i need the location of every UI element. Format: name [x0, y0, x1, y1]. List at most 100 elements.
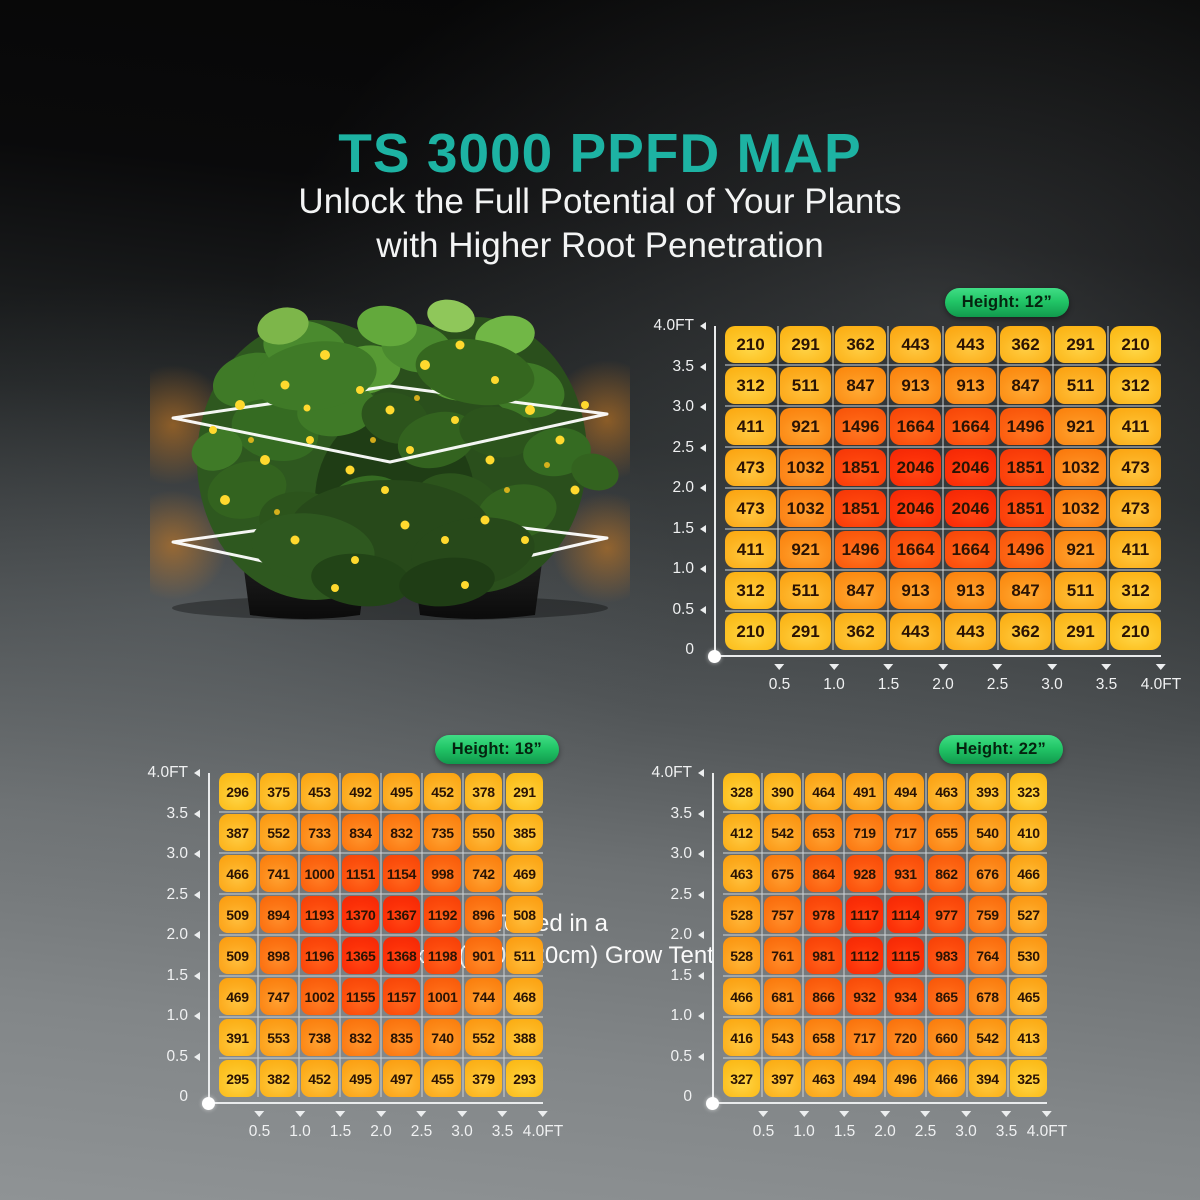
- ppfd-cell: 412: [723, 814, 760, 851]
- ppfd-cell: 720: [887, 1019, 924, 1056]
- ppfd-cell: 528: [723, 896, 760, 933]
- ppfd-cell: 653: [805, 814, 842, 851]
- height-badge-label: Height: 12”: [961, 293, 1052, 311]
- ppfd-cell: 312: [725, 572, 776, 609]
- ppfd-cell: 378: [465, 773, 502, 810]
- y-axis-label: 3.0: [672, 398, 706, 416]
- x-axis: 0.5 1.0 1.5 2.0 2.5 3.0 3.5 4.0FT: [723, 1109, 1067, 1153]
- ppfd-cell: 675: [764, 855, 801, 892]
- x-tick-triangle-icon: [1041, 1111, 1052, 1117]
- ppfd-cell: 1851: [1000, 449, 1051, 486]
- ppfd-cell: 382: [260, 1060, 297, 1097]
- ppfd-cell: 998: [424, 855, 461, 892]
- ppfd-cell: 913: [890, 367, 941, 404]
- ppfd-cell: 744: [465, 978, 502, 1015]
- ppfd-cell: 2046: [890, 449, 941, 486]
- ppfd-cell: 921: [1055, 408, 1106, 445]
- ppfd-cell: 866: [805, 978, 842, 1015]
- ppfd-cell: 375: [260, 773, 297, 810]
- y-axis-label: 3.5: [670, 805, 704, 823]
- x-axis-tick: 1.5: [878, 664, 899, 694]
- ppfd-cell: 511: [780, 367, 831, 404]
- y-tick-triangle-icon: [698, 890, 704, 899]
- ppfd-cell: 1851: [835, 490, 886, 527]
- map-grid: 4.0FT 3.5 3.0 2.5 2.0 1.5 1.0 0.5 0 210 291 362 443 4…: [640, 317, 1161, 663]
- y-axis-label: 2.0: [166, 926, 200, 944]
- plant-illustration: [113, 299, 667, 621]
- subtitle: Unlock the Full Potential of Your Plants…: [0, 180, 1200, 268]
- height-badge-label: Height: 18”: [451, 740, 542, 758]
- ppfd-cell: 210: [1110, 613, 1161, 650]
- ppfd-cell: 443: [890, 613, 941, 650]
- y-tick-triangle-icon: [194, 809, 200, 818]
- ppfd-cell: 913: [945, 367, 996, 404]
- ppfd-cell: 865: [928, 978, 965, 1015]
- x-axis-tick: 1.5: [330, 1111, 351, 1141]
- y-axis-label: 1.5: [166, 967, 200, 985]
- ppfd-cell: 443: [890, 326, 941, 363]
- ppfd-cell: 1664: [890, 408, 941, 445]
- x-axis-tick: 4.0FT: [523, 1111, 563, 1141]
- y-axis: 4.0FT 3.5 3.0 2.5 2.0 1.5 1.0 0.5 0: [138, 764, 208, 1105]
- y-tick-triangle-icon: [194, 1012, 200, 1020]
- ppfd-cell: 528: [723, 937, 760, 974]
- x-axis: 0.5 1.0 1.5 2.0 2.5 3.0 3.5 4.0FT: [219, 1109, 563, 1153]
- ppfd-cell: 934: [887, 978, 924, 1015]
- ppfd-cell: 312: [1110, 572, 1161, 609]
- x-tick-triangle-icon: [335, 1111, 346, 1117]
- heatmap-cells: 210 291 362 443 443 362 291 210 312 511 847 913 913 8…: [725, 326, 1161, 650]
- ppfd-cell: 921: [780, 531, 831, 568]
- y-tick-triangle-icon: [194, 1052, 200, 1061]
- x-tick-triangle-icon: [920, 1111, 931, 1117]
- x-tick-triangle-icon: [829, 664, 839, 670]
- ppfd-cell: 747: [260, 978, 297, 1015]
- ppfd-cell: 473: [1110, 490, 1161, 527]
- ppfd-cell: 511: [1055, 572, 1106, 609]
- ppfd-cell: 1664: [945, 531, 996, 568]
- ppfd-cell: 1664: [945, 408, 996, 445]
- ppfd-cell: 210: [725, 326, 776, 363]
- ppfd-cell: 452: [424, 773, 461, 810]
- ppfd-cell: 468: [506, 978, 543, 1015]
- y-tick-triangle-icon: [698, 850, 704, 858]
- x-tick-triangle-icon: [961, 1111, 971, 1117]
- ppfd-cell: 463: [723, 855, 760, 892]
- x-axis-tick: 3.0: [451, 1111, 473, 1141]
- x-axis-tick: 3.0: [955, 1111, 977, 1141]
- ppfd-cell: 1154: [383, 855, 420, 892]
- ppfd-cell: 466: [928, 1060, 965, 1097]
- y-tick-triangle-icon: [700, 443, 706, 452]
- ppfd-cell: 1192: [424, 896, 461, 933]
- y-tick-triangle-icon: [194, 850, 200, 858]
- ppfd-cell: 1032: [1055, 449, 1106, 486]
- y-axis-label: 0.5: [166, 1048, 200, 1066]
- y-tick-triangle-icon: [700, 362, 706, 371]
- ppfd-cell: 1851: [835, 449, 886, 486]
- ppfd-cell: 1496: [1000, 408, 1051, 445]
- y-axis-label: 2.0: [672, 479, 706, 497]
- ppfd-cell: 463: [928, 773, 965, 810]
- x-axis-tick: 0.5: [753, 1111, 774, 1141]
- ppfd-cell: 977: [928, 896, 965, 933]
- ppfd-cell: 296: [219, 773, 256, 810]
- x-tick-triangle-icon: [376, 1111, 386, 1117]
- ppfd-cell: 397: [764, 1060, 801, 1097]
- ppfd-cell: 2046: [945, 449, 996, 486]
- ppfd-cell: 983: [928, 937, 965, 974]
- ppfd-cell: 1000: [301, 855, 338, 892]
- ppfd-cell: 1155: [342, 978, 379, 1015]
- ppfd-cell: 832: [342, 1019, 379, 1056]
- y-axis-label: 0: [685, 641, 694, 658]
- ppfd-cell: 496: [887, 1060, 924, 1097]
- ppfd-cell: 1114: [887, 896, 924, 933]
- y-tick-triangle-icon: [698, 971, 704, 980]
- ppfd-cell: 2046: [890, 490, 941, 527]
- ppfd-cell: 542: [764, 814, 801, 851]
- ppfd-cell: 1115: [887, 937, 924, 974]
- ppfd-cell: 509: [219, 896, 256, 933]
- y-axis-label: 4.0FT: [148, 764, 200, 782]
- x-tick-triangle-icon: [1047, 664, 1057, 670]
- ppfd-cell: 362: [835, 326, 886, 363]
- origin-dot: [708, 650, 721, 663]
- x-axis-tick: 4.0FT: [1141, 664, 1181, 694]
